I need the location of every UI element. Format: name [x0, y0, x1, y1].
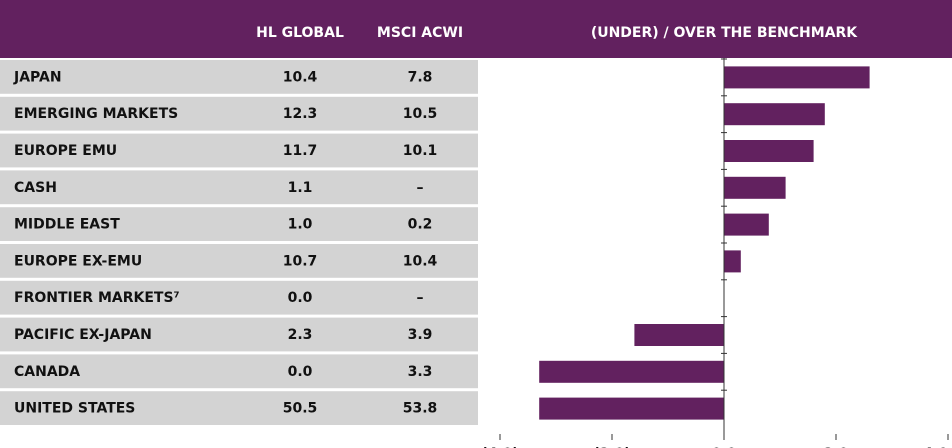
table-cell: –: [417, 180, 424, 196]
row-background: [0, 354, 478, 389]
bar: [724, 213, 769, 236]
table-cell: 11.7: [283, 143, 318, 159]
row-background: [0, 60, 478, 94]
header-band: [0, 0, 952, 58]
table-cell: 10.4: [283, 69, 318, 85]
table-cell: 0.2: [408, 217, 433, 233]
table-cell: 10.4: [403, 253, 438, 269]
bar: [634, 324, 724, 346]
row-background: [0, 244, 478, 278]
row-background: [0, 317, 478, 352]
row-label: FRONTIER MARKETS⁷: [14, 290, 180, 306]
chart-title: (UNDER) / OVER THE BENCHMARK: [591, 25, 858, 41]
bar: [724, 66, 870, 89]
row-label: EUROPE EX-EMU: [14, 253, 142, 269]
row-background: [0, 133, 478, 168]
table-cell: 10.7: [283, 253, 318, 269]
row-background: [0, 207, 478, 241]
column-header: MSCI ACWI: [377, 25, 463, 41]
table-cell: 0.0: [288, 364, 313, 380]
table-cell: 12.3: [283, 106, 318, 122]
x-tick-label: (4.0): [481, 446, 519, 448]
row-background: [0, 391, 478, 425]
table-cell: 3.9: [408, 327, 433, 343]
table-cell: 0.0: [288, 290, 313, 306]
table-cell: 50.5: [283, 401, 318, 417]
row-background: [0, 96, 478, 131]
row-background: [0, 280, 478, 315]
table-cell: 2.3: [288, 327, 313, 343]
bar: [724, 176, 786, 199]
x-tick-label: 2.0: [824, 446, 849, 448]
x-tick-label: 0.0: [712, 446, 737, 448]
x-tick-label: 4.0: [923, 446, 948, 448]
row-label: JAPAN: [13, 69, 62, 85]
bar: [539, 397, 724, 420]
row-label: EMERGING MARKETS: [14, 106, 178, 122]
row-background: [0, 170, 478, 205]
table-cell: 3.3: [408, 364, 433, 380]
bar: [724, 250, 741, 273]
row-label: CANADA: [14, 364, 80, 380]
row-label: MIDDLE EAST: [14, 217, 120, 233]
column-header: HL GLOBAL: [256, 25, 344, 41]
bar: [539, 360, 724, 383]
bar: [724, 103, 825, 126]
table-cell: 7.8: [408, 69, 433, 85]
table-cell: 53.8: [403, 401, 438, 417]
table-cell: –: [417, 290, 424, 306]
table-cell: 10.5: [403, 106, 438, 122]
x-tick-label: (2.0): [593, 446, 631, 448]
bar: [724, 140, 814, 162]
table-cell: 1.0: [288, 217, 313, 233]
row-label: CASH: [14, 180, 57, 196]
row-label: PACIFIC EX-JAPAN: [14, 327, 152, 343]
row-label: EUROPE EMU: [14, 143, 117, 159]
table-cell: 10.1: [403, 143, 438, 159]
table-cell: 1.1: [288, 180, 313, 196]
row-label: UNITED STATES: [14, 401, 135, 417]
